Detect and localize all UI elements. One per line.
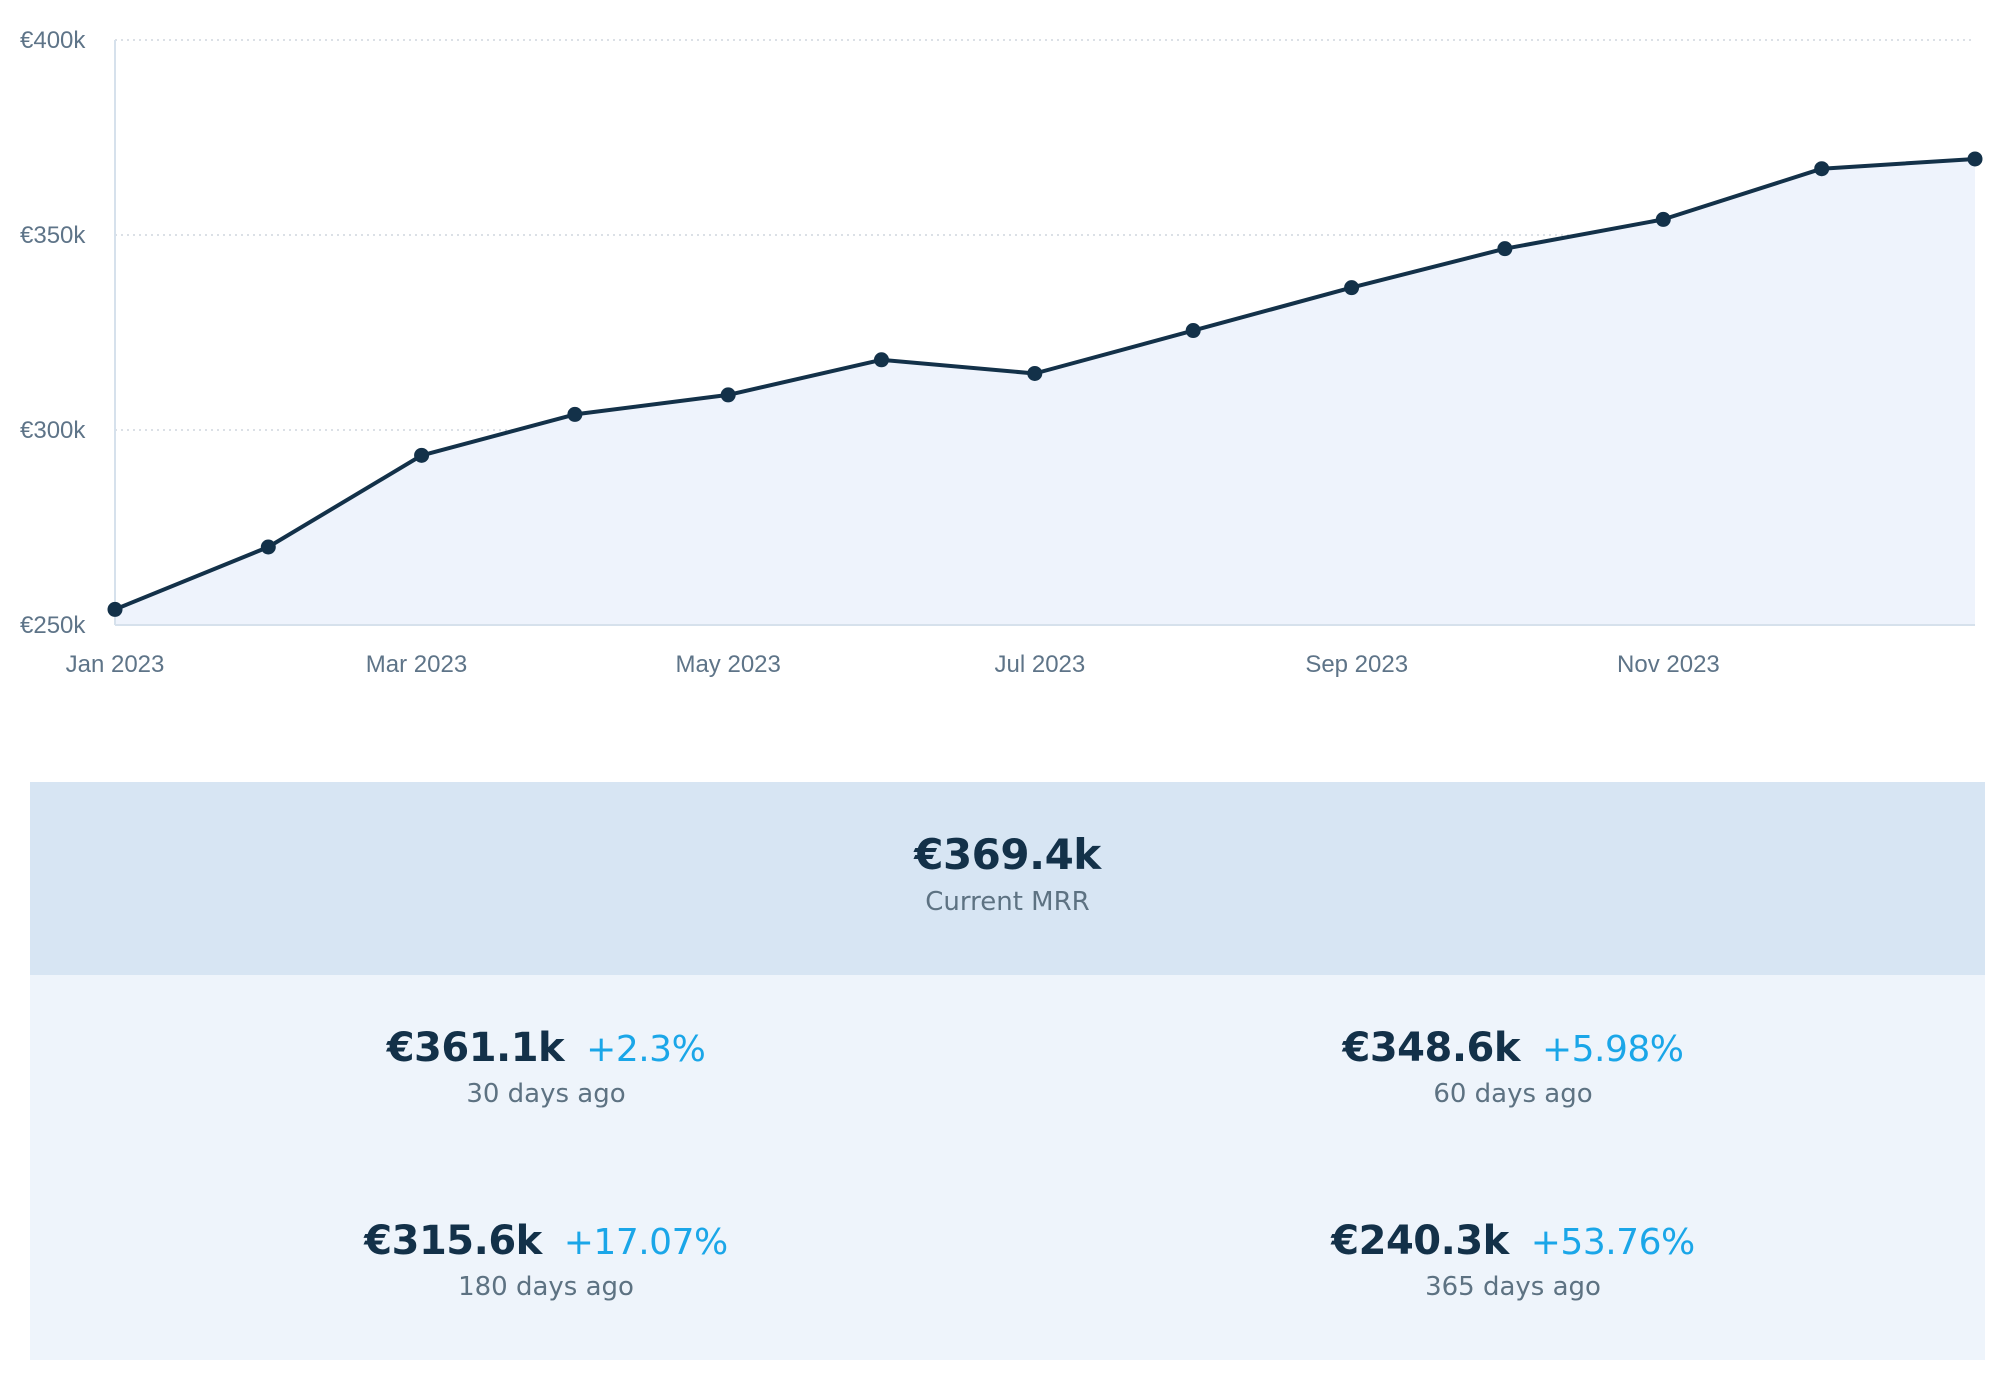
stat-label: 60 days ago [1433,1079,1593,1109]
current-mrr-value: €369.4k [914,830,1101,879]
x-tick-labels: Jan 2023 Mar 2023 May 2023 Jul 2023 Sep 2023… [66,651,1720,678]
data-point [1027,365,1043,381]
data-point [1655,211,1671,227]
current-mrr-stat: €369.4k Current MRR [30,830,1985,917]
stat-60-days: €348.6k +5.98% 60 days ago [1213,1025,1813,1109]
stat-30-days: €361.1k +2.3% 30 days ago [246,1025,846,1109]
current-mrr-label: Current MRR [925,887,1090,917]
current-mrr-panel: €369.4k Current MRR [30,782,1985,975]
data-point [414,447,430,463]
data-point [260,539,276,555]
x-tick-label: Mar 2023 [366,651,467,678]
stat-value: €240.3k [1331,1218,1509,1264]
stat-value: €315.6k [364,1218,542,1264]
y-tick-label: €250k [20,612,86,639]
x-tick-label: Jul 2023 [995,651,1086,678]
data-point [1967,151,1983,167]
history-panel: €361.1k +2.3% 30 days ago €348.6k +5.98% 6… [30,975,1985,1360]
x-tick-label: Jan 2023 [66,651,165,678]
data-point [1814,161,1830,177]
stat-change: +2.3% [586,1029,706,1070]
stat-change: +17.07% [563,1222,728,1263]
stat-180-days: €315.6k +17.07% 180 days ago [246,1218,846,1302]
stat-label: 180 days ago [458,1272,634,1302]
y-tick-label: €350k [20,222,86,249]
stat-365-days: €240.3k +53.76% 365 days ago [1213,1218,1813,1302]
stat-label: 30 days ago [466,1079,626,1109]
stat-label: 365 days ago [1425,1272,1601,1302]
data-point [1497,241,1513,257]
mrr-line-chart: €250k €300k €350k €400k Jan 2023 Mar 2023 May… [20,27,1983,678]
data-point [1185,323,1201,339]
x-tick-label: Sep 2023 [1305,651,1408,678]
y-tick-label: €400k [20,27,86,54]
x-tick-label: Nov 2023 [1617,651,1720,678]
data-point [567,406,583,422]
y-tick-labels: €250k €300k €350k €400k [20,27,86,639]
stat-value: €361.1k [386,1025,565,1071]
area-fill [115,159,1975,625]
stat-change: +53.76% [1530,1222,1695,1263]
stat-change: +5.98% [1541,1029,1684,1070]
y-tick-label: €300k [20,417,86,444]
data-point [1344,280,1360,296]
data-points [107,151,1983,617]
data-point [107,601,123,617]
data-point [720,387,736,403]
stat-value: €348.6k [1342,1025,1521,1071]
data-point [873,352,889,368]
x-tick-label: May 2023 [675,651,780,678]
